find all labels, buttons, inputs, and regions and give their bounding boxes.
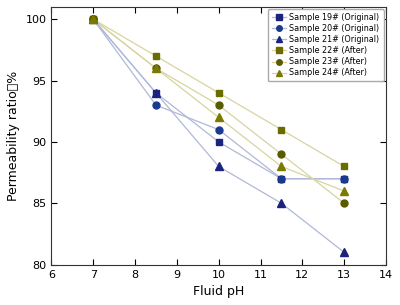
- X-axis label: Fluid pH: Fluid pH: [193, 285, 244, 298]
- Legend: Sample 19# (Original), Sample 20# (Original), Sample 21# (Original), Sample 22# : Sample 19# (Original), Sample 20# (Origi…: [268, 9, 384, 81]
- Y-axis label: Permeability ratio，%: Permeability ratio，%: [7, 71, 20, 201]
